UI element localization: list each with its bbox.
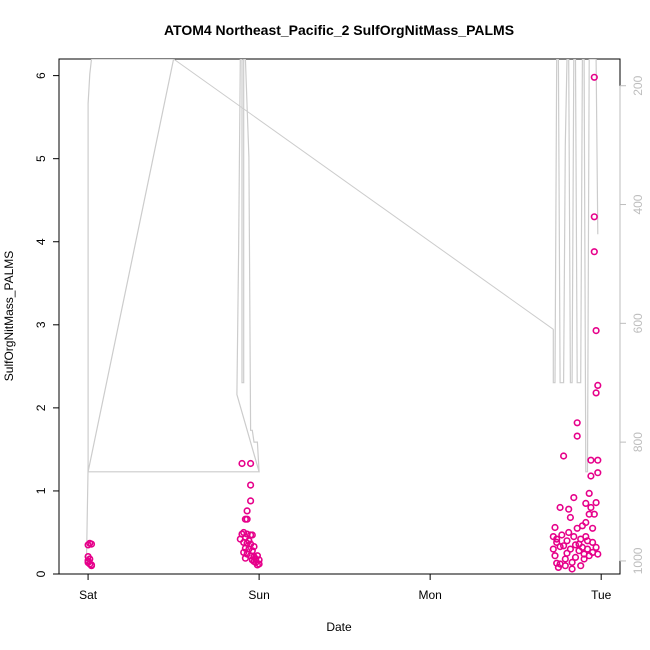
data-point: [247, 481, 255, 489]
data-point: [561, 555, 569, 563]
data-point: [573, 432, 581, 440]
data-point: [592, 389, 600, 397]
data-point: [566, 545, 575, 553]
data-point: [248, 531, 256, 539]
data-point: [553, 535, 561, 543]
x-tick-label: Mon: [418, 588, 441, 602]
right-tick-label: 400: [631, 194, 645, 214]
y-tick-label: 4: [34, 238, 48, 245]
data-point: [87, 561, 96, 569]
right-tick-label: 600: [631, 313, 645, 333]
data-point: [590, 213, 598, 221]
data-point: [587, 472, 595, 480]
data-point: [559, 542, 568, 550]
data-point: [558, 531, 566, 539]
data-point: [563, 537, 571, 545]
data-point: [238, 459, 246, 468]
y-tick-label: 5: [34, 155, 48, 162]
data-point: [594, 469, 602, 477]
data-point: [582, 518, 590, 527]
data-point: [577, 562, 585, 570]
data-point: [241, 554, 249, 562]
data-point: [582, 499, 590, 508]
x-axis-label: Date: [326, 620, 352, 634]
data-point: [578, 522, 587, 530]
data-point: [571, 553, 580, 562]
data-point: [594, 550, 602, 558]
data-point: [580, 555, 588, 563]
data-point: [243, 507, 251, 515]
right-tick-label: 800: [631, 432, 645, 452]
altitude-line: [85, 59, 260, 566]
right-tick-label: 200: [631, 75, 645, 95]
data-point: [556, 542, 564, 551]
data-point: [551, 523, 559, 532]
data-point: [588, 538, 597, 547]
data-point: [549, 545, 557, 553]
x-tick-label: Tue: [591, 588, 612, 602]
altitude-line: [173, 59, 554, 330]
data-point: [590, 248, 598, 256]
data-point: [587, 503, 595, 512]
data-point: [592, 543, 600, 552]
x-tick-label: Sun: [248, 588, 269, 602]
x-tick-label: Sat: [79, 588, 98, 602]
data-point: [556, 503, 564, 512]
data-point: [553, 538, 561, 547]
y-axis: 0 1 2 3 4 5 6: [34, 72, 60, 577]
data-point: [585, 489, 593, 498]
data-point: [594, 456, 602, 464]
x-axis: Sat Sun Mon Tue: [79, 573, 612, 602]
data-point: [247, 497, 255, 505]
data-point: [566, 513, 575, 522]
data-point: [573, 419, 581, 427]
data-point: [571, 541, 580, 549]
data-point: [570, 494, 578, 502]
right-axis: 200 400 600 800 1000: [619, 75, 645, 574]
y-tick-label: 3: [34, 321, 48, 328]
y-tick-label: 2: [34, 404, 48, 411]
altitude-line: [552, 59, 599, 473]
data-point: [84, 541, 92, 549]
data-point: [568, 558, 576, 567]
chart-title: ATOM4 Northeast_Pacific_2 SulfOrgNitMass…: [164, 22, 514, 38]
data-point: [565, 505, 573, 513]
data-point: [561, 562, 569, 570]
data-point: [590, 73, 598, 81]
data-point: [568, 565, 576, 573]
data-point: [588, 524, 597, 532]
right-tick-label: 1000: [631, 547, 645, 574]
data-point: [551, 552, 559, 560]
data-point: [87, 540, 96, 548]
data-point: [565, 528, 573, 537]
y-tick-label: 1: [34, 487, 48, 494]
data-point: [250, 557, 258, 566]
data-point: [587, 456, 595, 464]
data-point: [594, 381, 602, 390]
data-point: [559, 452, 568, 460]
data-point: [243, 515, 251, 523]
data-point: [592, 327, 600, 335]
y-tick-label: 6: [34, 72, 48, 79]
data-point: [590, 510, 598, 518]
data-point: [84, 557, 92, 565]
data-points: [84, 73, 602, 573]
altitude-series: [85, 59, 599, 566]
y-tick-label: 0: [34, 570, 48, 577]
y-axis-label: SulfOrgNitMass_PALMS: [2, 251, 16, 381]
data-point: [592, 499, 600, 507]
data-point: [563, 549, 571, 557]
data-point: [583, 545, 592, 553]
data-point: [247, 459, 255, 468]
data-point: [570, 532, 578, 541]
